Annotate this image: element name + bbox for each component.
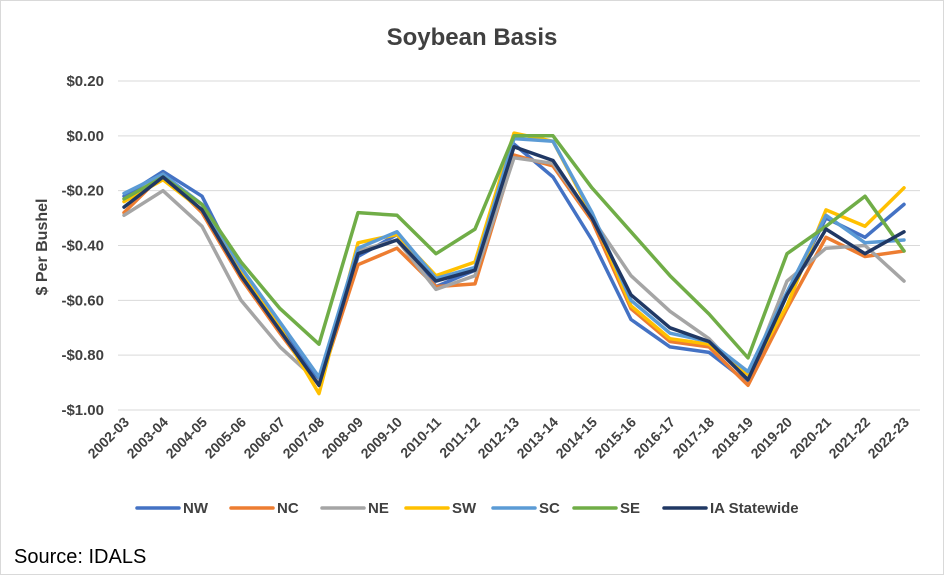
x-tick-labels: 2002-032003-042004-052005-062006-072007-…: [84, 414, 912, 462]
y-tick-label: -$0.60: [61, 292, 104, 309]
y-tick-labels: $0.20 $0.00 -$0.20 -$0.40 -$0.60 -$0.80 -$1.00: [61, 73, 104, 419]
y-tick-label: -$0.20: [61, 183, 104, 200]
series-line-ne: [122, 156, 906, 385]
y-tick-label: -$0.80: [61, 347, 104, 364]
legend-label: NC: [277, 500, 299, 517]
x-tick-label: 2007-08: [279, 414, 327, 462]
legend-label: SC: [539, 500, 560, 517]
x-tick-label: 2022-23: [864, 414, 912, 462]
x-tick-label: 2009-10: [357, 414, 405, 462]
x-tick-label: 2013-14: [513, 414, 561, 462]
x-tick-label: 2016-17: [630, 414, 678, 462]
y-tick-label: $0.00: [66, 128, 104, 145]
y-axis-label: $ Per Bushel: [34, 199, 51, 296]
x-tick-label: 2010-11: [397, 414, 444, 461]
x-tick-label: 2006-07: [240, 414, 288, 462]
x-tick-label: 2018-19: [708, 414, 756, 462]
chart-title: Soybean Basis: [387, 24, 558, 51]
series-lines: [122, 131, 906, 396]
x-tick-label: 2005-06: [201, 414, 249, 462]
x-tick-label: 2012-13: [474, 414, 522, 462]
x-tick-label: 2002-03: [84, 414, 132, 462]
x-tick-label: 2004-05: [162, 414, 210, 462]
y-tick-label: -$1.00: [61, 402, 104, 419]
source-note: Source: IDALS: [14, 546, 146, 568]
legend-label: SW: [452, 500, 477, 517]
gridlines: [118, 80, 920, 411]
x-tick-label: 2020-21: [786, 414, 834, 462]
series-line-se: [122, 134, 906, 360]
x-tick-label: 2008-09: [318, 414, 366, 462]
legend-label: NE: [368, 500, 389, 517]
y-tick-label: -$0.40: [61, 238, 104, 255]
legend-label: IA Statewide: [710, 500, 799, 517]
legend-label: NW: [183, 500, 209, 517]
x-tick-label: 2015-16: [591, 414, 639, 462]
x-tick-label: 2003-04: [123, 414, 171, 462]
x-tick-label: 2021-22: [825, 414, 873, 462]
x-tick-label: 2019-20: [747, 414, 795, 462]
series-line-ia-statewide: [122, 145, 906, 388]
x-tick-label: 2017-18: [669, 414, 717, 462]
legend: NW NC NE SW SC SE IA Statewide: [135, 500, 799, 517]
legend-label: SE: [620, 500, 640, 517]
x-tick-label: 2014-15: [552, 414, 600, 462]
x-tick-label: 2011-12: [436, 414, 483, 461]
y-tick-label: $0.20: [66, 73, 104, 90]
